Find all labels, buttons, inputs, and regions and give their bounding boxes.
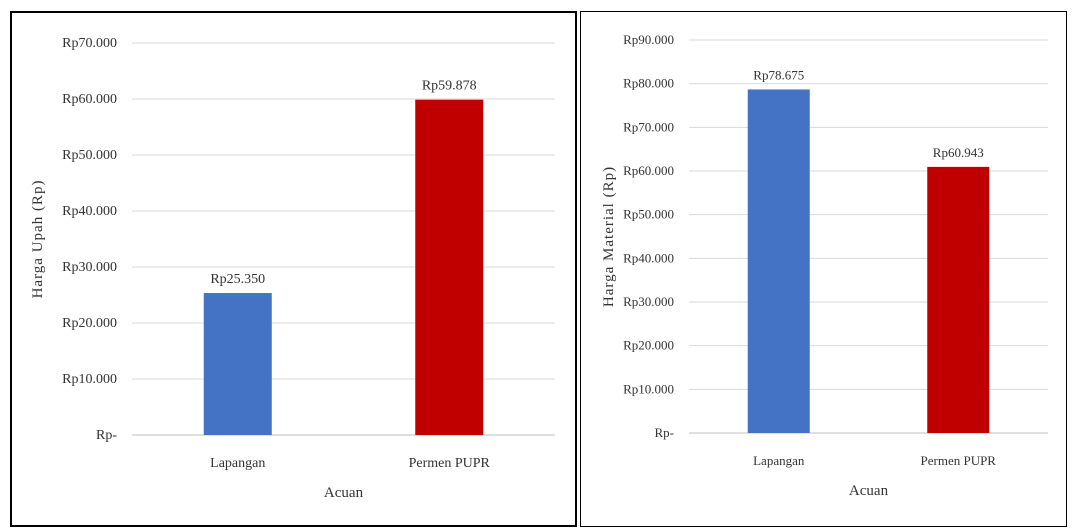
x-axis-title: Acuan <box>324 485 364 501</box>
bar-lapangan <box>747 89 810 433</box>
y-tick-label: Rp20.000 <box>623 338 674 353</box>
bar-lapangan <box>203 293 272 435</box>
y-tick-label: Rp50.000 <box>62 148 117 163</box>
y-tick-label: Rp30.000 <box>623 294 674 309</box>
x-tick-label: Lapangan <box>210 456 265 471</box>
chart-panel-material: Rp- Rp10.000 Rp20.000 Rp30.000 Rp40.000 Rp50.… <box>580 11 1067 527</box>
y-tick-label: Rp10.000 <box>623 381 674 396</box>
y-tick-label: Rp60.000 <box>62 92 117 107</box>
x-tick-label: Lapangan <box>753 453 805 468</box>
y-tick-label: Rp- <box>96 428 117 443</box>
y-tick-label: Rp20.000 <box>62 316 117 331</box>
chart-upah-svg: Rp- Rp10.000 Rp20.000 Rp30.000 Rp40.000 Rp50.… <box>30 36 555 501</box>
y-axis-title: Harga Material (Rp) <box>601 166 617 307</box>
x-tick-label: Permen PUPR <box>409 456 491 471</box>
y-tick-label: Rp80.000 <box>623 76 674 91</box>
y-tick-label: Rp90.000 <box>623 32 674 47</box>
data-label: Rp78.675 <box>753 67 804 82</box>
bar-permen-pupr <box>415 99 484 435</box>
y-tick-label: Rp- <box>655 425 675 440</box>
bar-permen-pupr <box>927 166 990 433</box>
y-tick-label: Rp40.000 <box>623 250 674 265</box>
chart-material-svg: Rp- Rp10.000 Rp20.000 Rp30.000 Rp40.000 Rp50.… <box>601 32 1048 499</box>
y-tick-label: Rp50.000 <box>623 207 674 222</box>
y-tick-label: Rp60.000 <box>623 163 674 178</box>
y-tick-label: Rp40.000 <box>62 204 117 219</box>
x-tick-label: Permen PUPR <box>921 453 997 468</box>
y-axis-title: Harga Upah (Rp) <box>30 180 46 299</box>
x-axis-title: Acuan <box>849 483 889 499</box>
y-tick-label: Rp70.000 <box>623 119 674 134</box>
data-label: Rp59.878 <box>422 79 477 94</box>
data-label: Rp25.350 <box>210 272 265 287</box>
y-tick-label: Rp10.000 <box>62 372 117 387</box>
data-label: Rp60.943 <box>933 145 984 160</box>
y-tick-label: Rp30.000 <box>62 260 117 275</box>
chart-panel-upah: Rp- Rp10.000 Rp20.000 Rp30.000 Rp40.000 Rp50.… <box>10 11 577 527</box>
y-tick-label: Rp70.000 <box>62 36 117 51</box>
